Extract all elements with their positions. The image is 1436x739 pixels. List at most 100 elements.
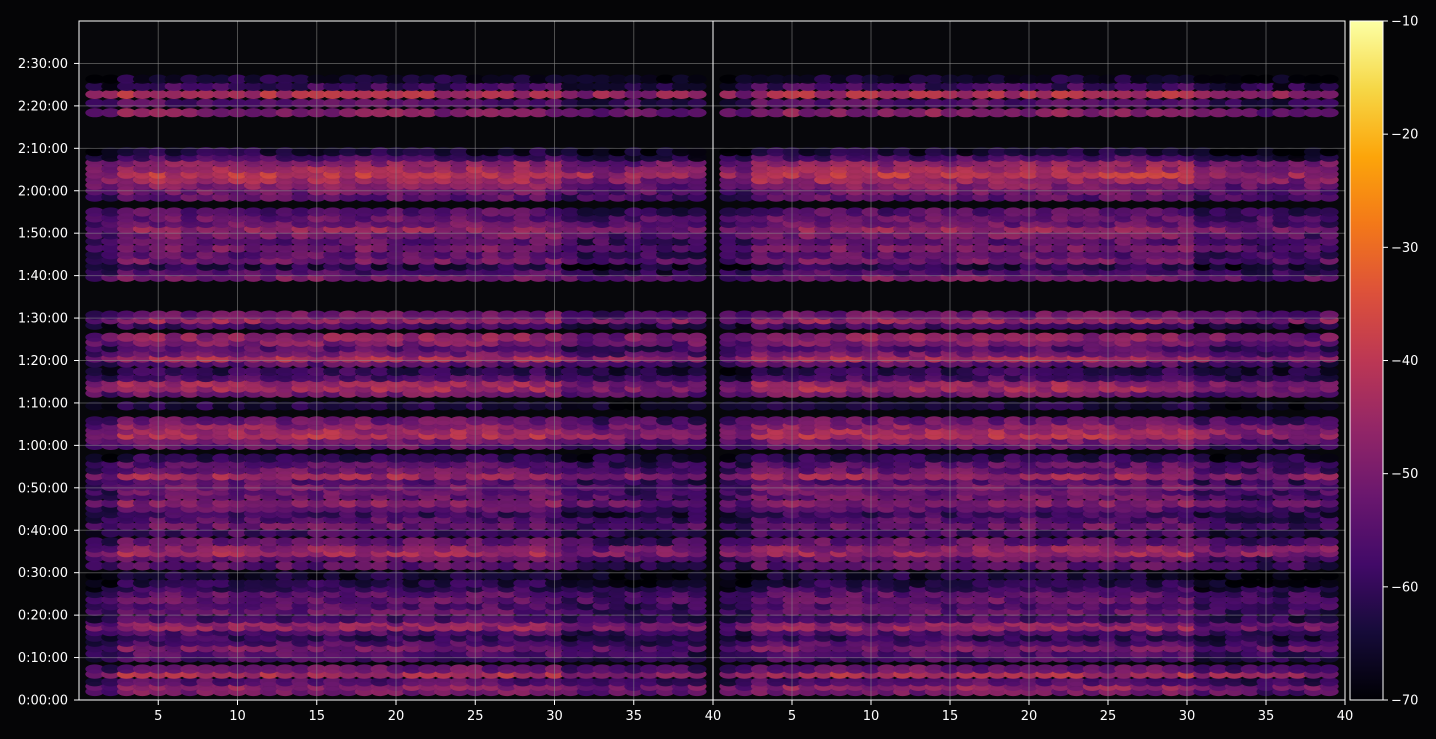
heatmap-cell [560, 571, 580, 581]
heatmap-cell [259, 578, 279, 588]
heatmap-cell [259, 677, 279, 687]
heatmap-cell [101, 243, 121, 253]
heatmap-cell [972, 578, 992, 588]
heatmap-cell [1051, 521, 1071, 531]
heatmap-cell [972, 677, 992, 687]
heatmap-cell [1035, 571, 1055, 581]
heatmap-cell [180, 207, 200, 217]
heatmap-cell [608, 147, 628, 157]
heatmap-cell [291, 310, 311, 320]
heatmap-cell [576, 595, 596, 605]
heatmap-cell [101, 498, 121, 508]
heatmap-cell [481, 310, 501, 320]
heatmap-cell [576, 537, 596, 547]
heatmap-cell [529, 236, 549, 246]
heatmap-cell [323, 595, 343, 605]
heatmap-cell [893, 595, 913, 605]
heatmap-cell [101, 561, 121, 571]
heatmap-cell [1145, 537, 1165, 547]
heatmap-cell [370, 578, 390, 588]
heatmap-cell [449, 578, 469, 588]
heatmap-cell [1003, 595, 1023, 605]
heatmap-cell [449, 332, 469, 342]
heatmap-cell [656, 74, 675, 84]
heatmap-cell [750, 498, 770, 508]
heatmap-cell [117, 207, 136, 217]
heatmap-cell [592, 614, 612, 624]
heatmap-cell [85, 453, 105, 463]
heatmap-cell [592, 453, 612, 463]
heatmap-cell [893, 664, 913, 674]
heatmap-cell [1161, 521, 1181, 531]
heatmap-cell [972, 453, 992, 463]
heatmap-cell [101, 453, 121, 463]
heatmap-cell [893, 578, 913, 588]
heatmap-cell [1051, 537, 1071, 547]
heatmap-cell [370, 243, 390, 253]
heatmap-cell [180, 521, 200, 531]
heatmap-cell [243, 243, 263, 253]
heatmap-cell [434, 250, 453, 260]
heatmap-cell [529, 147, 549, 157]
heatmap-cell [640, 366, 660, 377]
heatmap-cell [164, 74, 184, 84]
heatmap-cell [164, 207, 184, 217]
heatmap-cell [354, 677, 374, 687]
heatmap-cell [893, 498, 913, 508]
heatmap-cell [164, 578, 184, 588]
heatmap-cell [671, 537, 691, 547]
heatmap-cell [101, 147, 121, 157]
heatmap-cell [656, 243, 675, 253]
heatmap-cell [1114, 521, 1134, 531]
heatmap-cell [449, 537, 469, 547]
heatmap-cell [972, 595, 992, 605]
heatmap-cell [338, 677, 358, 687]
heatmap-cell [671, 89, 691, 99]
heatmap-cell [640, 81, 660, 91]
heatmap-cell [956, 677, 976, 687]
heatmap-cell [338, 250, 358, 260]
heatmap-cell [576, 332, 596, 342]
heatmap-cell [1272, 595, 1292, 605]
heatmap-cell [212, 192, 232, 202]
heatmap-cell [164, 677, 184, 687]
heatmap-cell [1288, 677, 1308, 687]
heatmap-cell [275, 81, 295, 91]
heatmap-cell [1114, 561, 1134, 571]
heatmap-cell [243, 401, 263, 411]
heatmap-cell [180, 243, 200, 253]
heatmap-cell [1303, 664, 1323, 674]
heatmap-cell [434, 81, 453, 91]
heatmap-cell [85, 89, 105, 99]
heatmap-cell [164, 89, 184, 99]
heatmap-cell [1272, 521, 1292, 531]
heatmap-cell [719, 571, 739, 581]
heatmap-cell [402, 192, 422, 202]
heatmap-cell [529, 571, 549, 581]
heatmap-cell [1193, 453, 1213, 463]
heatmap-cell [592, 664, 612, 674]
heatmap-cell [1130, 561, 1150, 571]
heatmap-cell [719, 561, 739, 571]
heatmap-cell [275, 543, 295, 553]
heatmap-cell [1066, 571, 1086, 581]
heatmap-cell [497, 561, 517, 571]
heatmap-cell [576, 108, 596, 118]
heatmap-cell [814, 521, 834, 531]
heatmap-cell [449, 147, 469, 157]
heatmap-cell [640, 332, 660, 342]
heatmap-cell [924, 498, 944, 508]
heatmap-cell [592, 74, 612, 84]
heatmap-cell [449, 614, 469, 624]
heatmap-cell [481, 236, 501, 246]
heatmap-cell [956, 571, 976, 581]
heatmap-cell [829, 614, 849, 624]
heatmap-cell [640, 207, 660, 217]
heatmap-cell [956, 521, 976, 531]
heatmap-cell [735, 561, 755, 571]
heatmap-cell [1193, 537, 1213, 547]
heatmap-cell [987, 664, 1007, 674]
heatmap-panel-right [713, 21, 1345, 700]
heatmap-cell [180, 498, 200, 508]
heatmap-cell [196, 332, 216, 342]
